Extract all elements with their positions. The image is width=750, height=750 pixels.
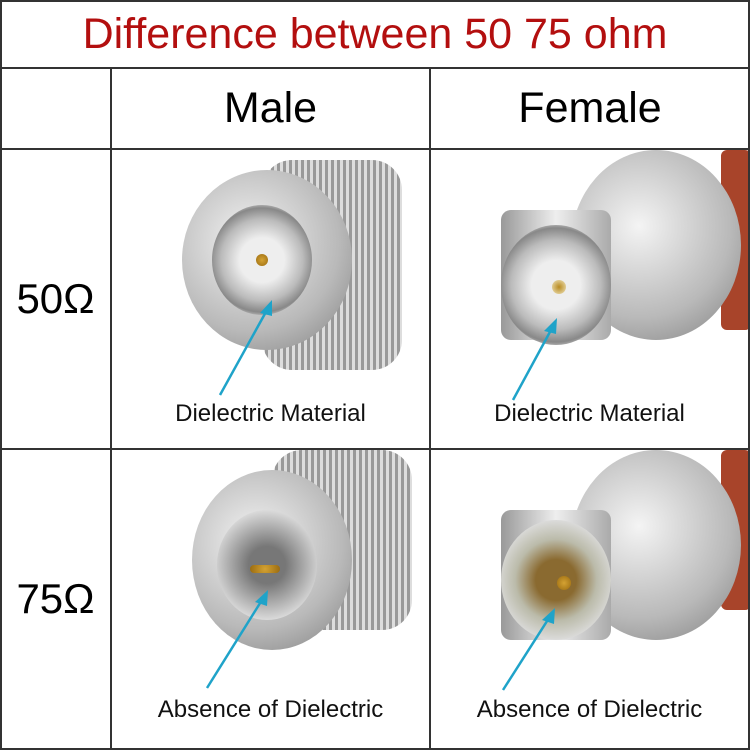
grid-h2 xyxy=(0,148,750,150)
grid-h3 xyxy=(0,448,750,450)
connector-face xyxy=(501,520,611,640)
arrow-icon xyxy=(501,608,555,691)
border-left xyxy=(0,0,2,750)
cell-50-female: Dielectric Material xyxy=(431,150,748,448)
cell-50-male: Dielectric Material xyxy=(112,150,429,448)
column-header-female: Female xyxy=(518,84,662,132)
column-header-male: Male xyxy=(223,84,318,132)
caption: Absence of Dielectric xyxy=(157,696,384,723)
arrow-icon xyxy=(511,318,557,401)
border-right xyxy=(748,0,750,750)
page-title: Difference between 50 75 ohm xyxy=(82,9,668,58)
arrow-icon xyxy=(205,590,268,689)
border-top xyxy=(0,0,750,2)
connector-pin xyxy=(250,565,280,573)
connector-pin xyxy=(557,576,571,590)
caption: Absence of Dielectric xyxy=(476,696,703,723)
row-header-50-ohm: 50Ω xyxy=(16,275,95,322)
grid-v1 xyxy=(110,68,112,750)
grid-v2 xyxy=(429,68,431,750)
border-bottom xyxy=(0,748,750,750)
cell-75-female: Absence of Dielectric xyxy=(431,450,748,748)
caption: Dielectric Material xyxy=(175,400,366,427)
arrow-icon xyxy=(218,300,272,396)
row-header-75-ohm: 75Ω xyxy=(16,575,95,622)
connector-pin xyxy=(256,254,268,266)
caption: Dielectric Material xyxy=(494,400,685,427)
cell-75-male: Absence of Dielectric xyxy=(112,450,429,748)
grid-h1 xyxy=(0,67,750,69)
connector-pin xyxy=(552,280,566,294)
